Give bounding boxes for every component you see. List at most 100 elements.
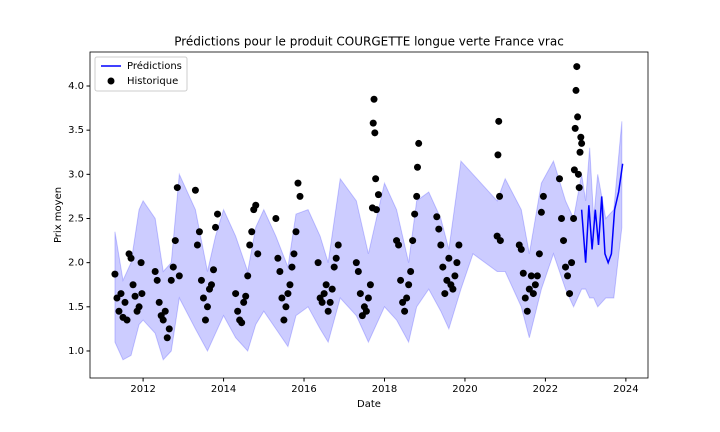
- history-point: [496, 192, 504, 200]
- history-point: [199, 294, 207, 302]
- history-point: [372, 175, 380, 183]
- history-point: [274, 254, 282, 262]
- history-point: [191, 186, 199, 194]
- history-point: [292, 228, 300, 236]
- legend-label: Prédictions: [127, 60, 182, 72]
- history-point: [494, 151, 502, 159]
- history-point: [566, 290, 574, 298]
- history-point: [121, 298, 129, 306]
- history-point: [403, 294, 411, 302]
- history-point: [539, 192, 547, 200]
- history-point: [290, 250, 298, 258]
- history-point: [397, 276, 405, 284]
- history-point: [328, 285, 336, 293]
- history-point: [371, 129, 379, 137]
- history-point: [159, 316, 167, 324]
- history-point: [443, 276, 451, 284]
- history-point: [115, 307, 123, 315]
- history-point: [240, 298, 248, 306]
- history-point: [437, 241, 445, 249]
- history-point: [413, 192, 421, 200]
- y-tick-label: 3.5: [68, 125, 84, 136]
- history-point: [232, 290, 240, 298]
- history-point: [324, 307, 332, 315]
- history-point: [519, 269, 527, 277]
- history-point: [525, 285, 533, 293]
- history-point: [195, 228, 203, 236]
- history-point: [352, 259, 360, 267]
- history-point: [207, 281, 215, 289]
- history-point: [276, 267, 284, 275]
- history-point: [405, 281, 413, 289]
- y-axis-label: Prix moyen: [53, 187, 64, 243]
- history-point: [138, 290, 146, 298]
- history-point: [203, 303, 211, 311]
- x-tick-label: 2014: [211, 384, 236, 395]
- history-point: [322, 281, 330, 289]
- history-point: [573, 63, 581, 71]
- x-tick-label: 2020: [452, 384, 477, 395]
- x-tick-label: 2012: [130, 384, 155, 395]
- history-point: [234, 307, 242, 315]
- history-point: [284, 290, 292, 298]
- history-point: [123, 316, 131, 324]
- history-point: [572, 86, 580, 94]
- history-point: [210, 266, 218, 274]
- legend-label: Historique: [127, 76, 178, 87]
- history-point: [163, 334, 171, 342]
- history-point: [254, 250, 262, 258]
- history-point: [495, 117, 503, 125]
- history-point: [117, 290, 125, 298]
- history-point: [560, 237, 568, 245]
- history-point: [165, 325, 173, 333]
- history-point: [280, 316, 288, 324]
- history-point: [201, 316, 209, 324]
- history-point: [278, 294, 286, 302]
- history-point: [441, 290, 449, 298]
- history-point: [326, 298, 334, 306]
- x-tick-label: 2022: [533, 384, 558, 395]
- history-point: [529, 290, 537, 298]
- history-point: [113, 294, 121, 302]
- y-tick-label: 2.5: [68, 213, 84, 224]
- history-point: [248, 228, 256, 236]
- history-point: [370, 95, 378, 103]
- history-point: [171, 237, 179, 245]
- history-point: [433, 213, 441, 221]
- history-point: [364, 294, 372, 302]
- history-point: [161, 307, 169, 315]
- history-point: [282, 303, 290, 311]
- history-point: [332, 254, 340, 262]
- history-point: [294, 179, 302, 187]
- history-point: [372, 206, 380, 214]
- history-point: [358, 312, 366, 320]
- history-point: [564, 272, 572, 280]
- history-point: [576, 148, 584, 156]
- history-point: [318, 298, 326, 306]
- history-point: [401, 307, 409, 315]
- history-point: [252, 201, 260, 209]
- history-point: [577, 133, 585, 141]
- history-point: [242, 292, 250, 300]
- history-point: [212, 223, 220, 231]
- history-point: [167, 276, 175, 284]
- history-point: [246, 241, 254, 249]
- history-point: [369, 119, 377, 127]
- history-point: [197, 276, 205, 284]
- history-point: [535, 250, 543, 258]
- history-point: [411, 210, 419, 218]
- history-point: [574, 170, 582, 178]
- history-point: [439, 263, 447, 271]
- history-point: [214, 210, 222, 218]
- history-point: [135, 303, 143, 311]
- history-point: [523, 307, 531, 315]
- history-point: [571, 124, 579, 132]
- x-tick-label: 2024: [613, 384, 638, 395]
- history-point: [356, 290, 364, 298]
- history-point: [129, 281, 137, 289]
- history-point: [527, 272, 535, 280]
- history-point: [131, 292, 139, 300]
- history-point: [238, 319, 246, 327]
- history-point: [153, 276, 161, 284]
